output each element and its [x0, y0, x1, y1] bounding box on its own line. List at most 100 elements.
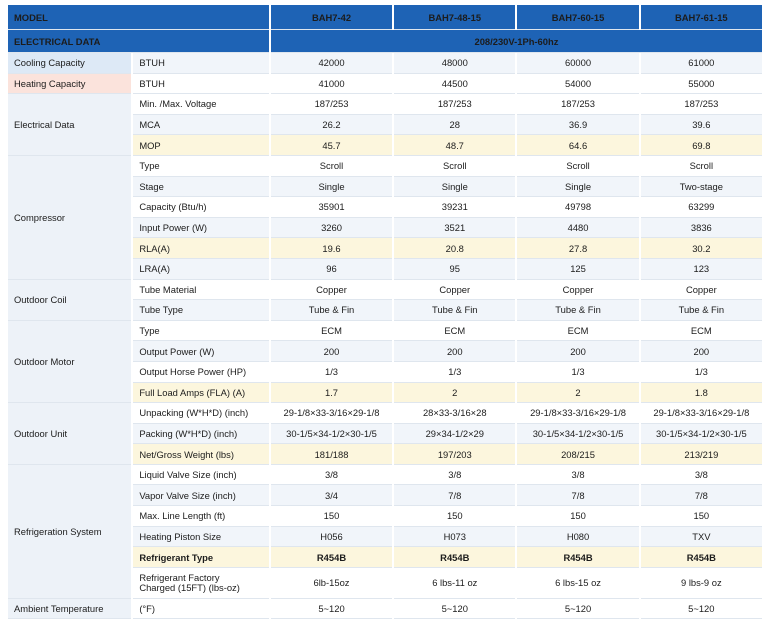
- cell-value: 3/4: [270, 485, 393, 507]
- electrical-header-row: ELECTRICAL DATA 208/230V-1Ph-60hz: [8, 30, 762, 53]
- cell-value: 1/3: [517, 362, 639, 383]
- cell-value: 200: [394, 341, 516, 362]
- cell-value: 49798: [517, 197, 639, 218]
- table-row: Output Power (W) 200 200 200 200: [8, 341, 762, 362]
- cell-value: Scroll: [640, 156, 762, 177]
- row-label: BTUH: [133, 74, 269, 95]
- cell-value: 7/8: [394, 485, 516, 507]
- category-electrical-data: Electrical Data: [8, 94, 132, 156]
- table-row: Outdoor Unit Unpacking (W*H*D) (inch) 29…: [8, 403, 762, 465]
- row-label: Output Horse Power (HP): [133, 362, 269, 383]
- cell-value: 5~120: [640, 599, 762, 619]
- table-row: Refrigerant Factory Charged (15FT) (lbs-…: [8, 568, 762, 599]
- cell-value: 181/188: [270, 444, 393, 465]
- row-label: Max. Line Length (ft): [133, 506, 269, 527]
- cell-value: 48000: [394, 53, 516, 74]
- cell-value: 42000: [270, 53, 393, 74]
- category-outdoor-unit: Outdoor Unit: [8, 403, 132, 465]
- cell-value: 213/219: [640, 444, 762, 465]
- cell-value: TXV: [640, 526, 762, 548]
- cell-value: 5~120: [517, 599, 639, 619]
- table-row: Cooling Capacity BTUH 42000 48000 60000 …: [8, 53, 762, 74]
- cell-value: 3/8: [640, 465, 762, 486]
- cell-value: 7/8: [517, 485, 639, 507]
- cell-value: ECM: [517, 321, 639, 342]
- cell-value: 1.8: [640, 382, 762, 404]
- cell-value: 6lb-15oz: [270, 568, 393, 599]
- power-supply-spec: 208/230V-1Ph-60hz: [270, 30, 762, 53]
- cell-value: 28×33-3/16×28: [394, 403, 516, 424]
- cell-value: 41000: [270, 74, 393, 95]
- cell-value: 123: [640, 258, 762, 280]
- model-name: BAH7-42: [270, 5, 393, 30]
- cell-value: R454B: [640, 547, 762, 568]
- cell-value: 150: [640, 506, 762, 527]
- cell-value: Copper: [270, 280, 393, 301]
- row-label: Output Power (W): [133, 341, 269, 362]
- cell-value: 29×34-1/2×29: [394, 423, 516, 445]
- cell-value: 2: [517, 382, 639, 404]
- cell-value: 187/253: [517, 94, 639, 115]
- table-row: RLA(A) 19.6 20.8 27.8 30.2: [8, 238, 762, 259]
- category-compressor: Compressor: [8, 155, 132, 280]
- cell-value: 30-1/5×34-1/2×30-1/5: [270, 423, 393, 445]
- cell-value: 3/8: [394, 465, 516, 486]
- row-label: Capacity (Btu/h): [133, 197, 269, 218]
- cell-value: 150: [517, 506, 639, 527]
- row-label: Input Power (W): [133, 217, 269, 239]
- cell-value: 3/8: [517, 465, 639, 486]
- row-label: MOP: [133, 135, 269, 156]
- model-name: BAH7-60-15: [517, 5, 639, 30]
- cell-value: ECM: [640, 321, 762, 342]
- row-label: Heating Piston Size: [133, 526, 269, 548]
- cell-value: 3521: [394, 217, 516, 239]
- cell-value: 150: [270, 506, 393, 527]
- table-row: Refrigeration System Liquid Valve Size (…: [8, 464, 762, 599]
- table-row: Outdoor Coil Tube Material Copper Copper…: [8, 279, 762, 321]
- cell-value: 39231: [394, 197, 516, 218]
- cell-value: Two-stage: [640, 176, 762, 198]
- table-row: Max. Line Length (ft) 150 150 150 150: [8, 506, 762, 527]
- cell-value: R454B: [394, 547, 516, 568]
- cell-value: ECM: [270, 321, 393, 342]
- cell-value: 26.2: [270, 114, 393, 136]
- cell-value: 6 lbs-11 oz: [394, 568, 516, 599]
- cell-value: Single: [394, 176, 516, 198]
- cell-value: Copper: [640, 280, 762, 301]
- table-row: Output Horse Power (HP) 1/3 1/3 1/3 1/3: [8, 362, 762, 383]
- cell-value: 29-1/8×33-3/16×29-1/8: [270, 403, 393, 424]
- cell-value: 30-1/5×34-1/2×30-1/5: [517, 423, 639, 445]
- cell-value: Tube & Fin: [270, 300, 393, 321]
- row-label: Packing (W*H*D) (inch): [133, 423, 269, 445]
- cell-value: 150: [394, 506, 516, 527]
- row-label: RLA(A): [133, 238, 269, 259]
- table-row: MCA 26.2 28 36.9 39.6: [8, 114, 762, 136]
- table-row: MOP 45.7 48.7 64.6 69.8: [8, 135, 762, 156]
- table-row: Refrigerant Type R454B R454B R454B R454B: [8, 547, 762, 568]
- cell-value: 27.8: [517, 238, 639, 259]
- cell-value: 39.6: [640, 114, 762, 136]
- cell-value: 60000: [517, 53, 639, 74]
- cell-value: 200: [640, 341, 762, 362]
- cell-value: 197/203: [394, 444, 516, 465]
- model-header-row: MODEL BAH7-42 BAH7-48-15 BAH7-60-15 BAH7…: [8, 5, 762, 30]
- row-label-line: Refrigerant Factory: [139, 571, 220, 583]
- row-label: Vapor Valve Size (inch): [133, 485, 269, 507]
- cell-value: 96: [270, 258, 393, 280]
- row-label: Net/Gross Weight (lbs): [133, 444, 269, 465]
- cell-value: 36.9: [517, 114, 639, 136]
- table-row: Packing (W*H*D) (inch) 30-1/5×34-1/2×30-…: [8, 423, 762, 445]
- cell-value: Copper: [394, 280, 516, 301]
- cell-value: 95: [394, 258, 516, 280]
- electrical-data-label: ELECTRICAL DATA: [8, 30, 269, 53]
- cell-value: Tube & Fin: [394, 300, 516, 321]
- cell-value: 19.6: [270, 238, 393, 259]
- table-row: Input Power (W) 3260 3521 4480 3836: [8, 217, 762, 239]
- table-row: LRA(A) 96 95 125 123: [8, 258, 762, 280]
- spec-table: MODEL BAH7-42 BAH7-48-15 BAH7-60-15 BAH7…: [6, 5, 764, 619]
- cell-value: Tube & Fin: [517, 300, 639, 321]
- category-refrigeration-system: Refrigeration System: [8, 464, 132, 599]
- cell-value: 35901: [270, 197, 393, 218]
- table-row: Full Load Amps (FLA) (A) 1.7 2 2 1.8: [8, 382, 762, 404]
- row-label: Full Load Amps (FLA) (A): [133, 382, 269, 404]
